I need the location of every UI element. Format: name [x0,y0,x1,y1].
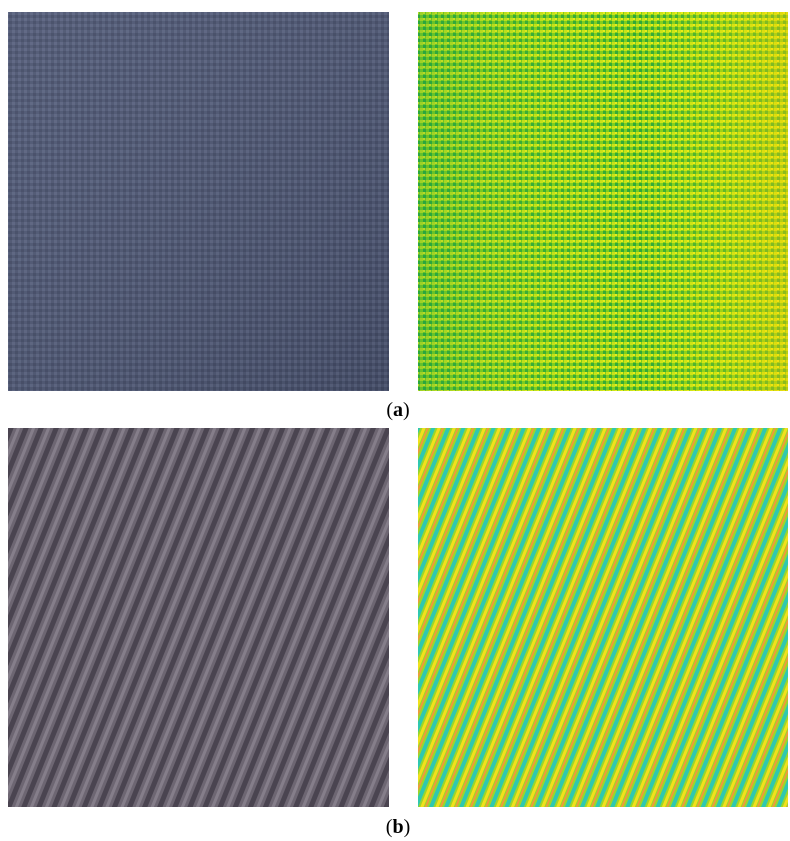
heatmap-a-shading [418,12,788,391]
photo-b [8,428,389,807]
heatmap-b [418,428,788,807]
page-body: (a) (b) (() => { const data = JSON.parse… [0,0,790,841]
panel-label: (b) [386,816,410,838]
label-close: ) [403,399,410,421]
label-letter: a [393,399,403,421]
page: {"panels": [{"label_parts": ["(", "a", "… [0,0,790,841]
panel-label: (a) [386,399,409,421]
label-letter: b [392,816,403,838]
label-close: ) [404,816,411,838]
figure: (a) (b) [0,0,790,841]
photo-a-shading [8,12,389,391]
